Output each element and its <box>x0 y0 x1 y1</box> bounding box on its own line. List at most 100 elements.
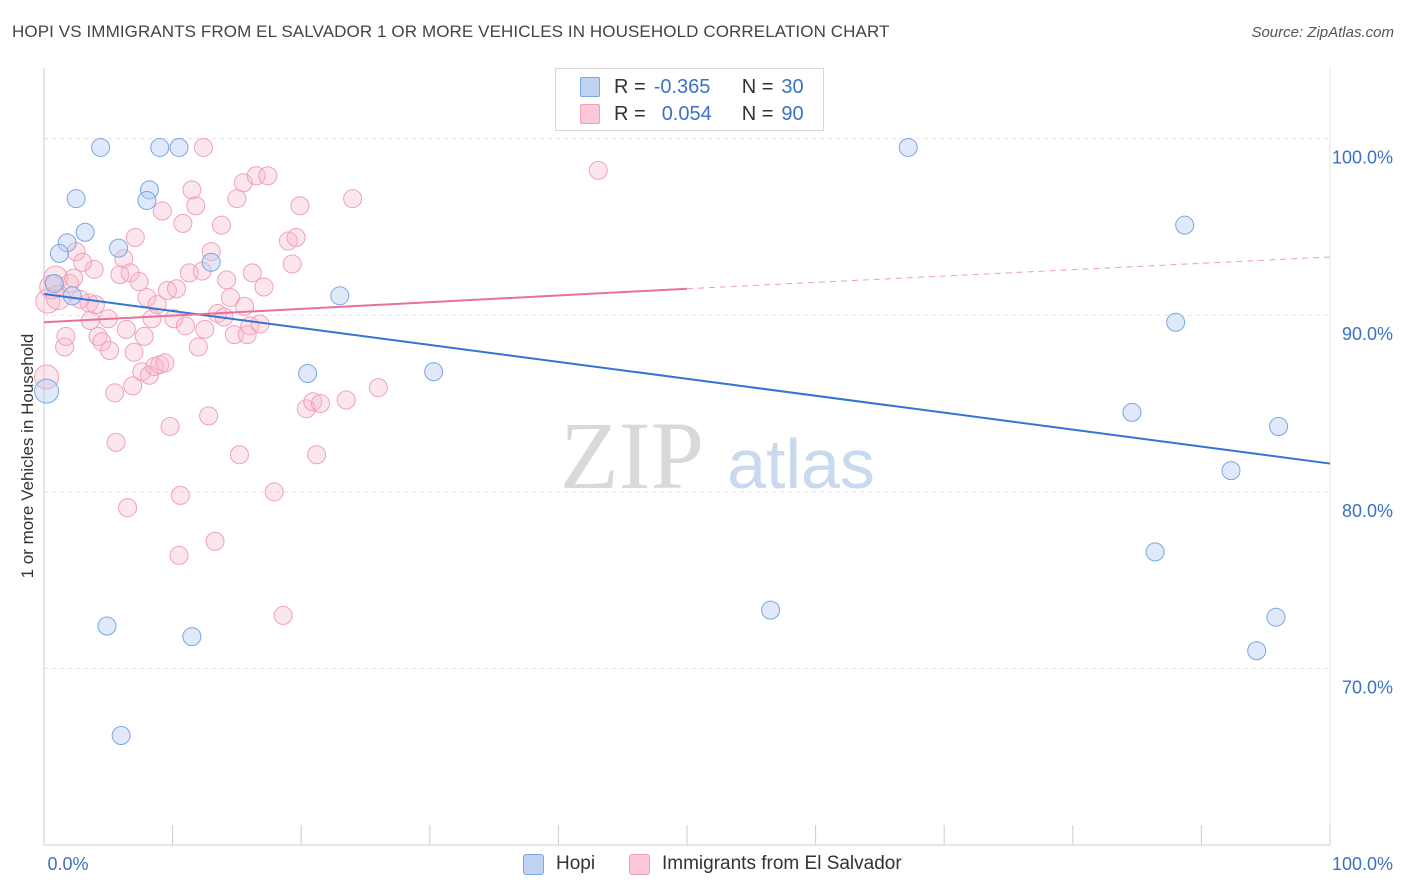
point-el-salvador <box>173 213 193 233</box>
point-el-salvador <box>88 326 108 346</box>
point-el-salvador <box>254 277 274 297</box>
point-hopi <box>34 378 60 404</box>
point-hopi <box>1269 416 1289 436</box>
series-hopi <box>34 137 1289 746</box>
point-el-salvador <box>343 189 363 209</box>
legend-r-value: 0.054 <box>661 102 712 125</box>
point-el-salvador <box>186 196 206 216</box>
trend-line-el-salvador-extension <box>686 256 1331 290</box>
point-el-salvador <box>273 605 293 625</box>
trend-line-hopi <box>43 293 1331 465</box>
point-el-salvador <box>229 445 249 465</box>
point-el-salvador <box>193 137 213 157</box>
bottom-legend-swatch-el-salvador <box>629 853 650 875</box>
legend-n-value: 90 <box>781 102 804 125</box>
tick-labels: 100.0% 90.0% 80.0% 70.0% 0.0% 100.0% <box>47 148 1393 874</box>
point-hopi <box>1221 461 1241 481</box>
point-hopi <box>761 600 781 620</box>
legend-n-label: N = <box>741 75 774 98</box>
point-el-salvador <box>129 272 149 292</box>
y-tick-label: 100.0% <box>1332 148 1393 168</box>
point-hopi <box>169 137 189 157</box>
point-hopi <box>75 222 95 242</box>
watermark: ZIP atlas <box>560 402 875 509</box>
point-el-salvador <box>310 394 330 414</box>
legend-n-label: N = <box>741 102 774 125</box>
point-el-salvador <box>182 180 202 200</box>
legend-n-value: 30 <box>781 75 804 98</box>
point-el-salvador <box>175 316 195 336</box>
legend-swatch-el-salvador <box>580 104 600 124</box>
point-el-salvador <box>242 263 262 283</box>
point-hopi <box>150 137 170 157</box>
watermark-atlas: atlas <box>727 425 875 503</box>
point-el-salvador <box>290 196 310 216</box>
point-hopi <box>201 252 221 272</box>
legend-r-value: -0.365 <box>653 75 711 98</box>
point-el-salvador <box>201 242 221 262</box>
point-hopi <box>182 627 202 647</box>
point-el-salvador <box>160 416 180 436</box>
point-el-salvador <box>55 337 75 357</box>
point-el-salvador <box>34 364 60 390</box>
point-el-salvador <box>60 273 80 293</box>
point-el-salvador <box>124 342 144 362</box>
point-hopi <box>330 286 350 306</box>
point-el-salvador <box>125 228 145 248</box>
point-el-salvador <box>169 545 189 565</box>
bottom-legend-swatch-hopi <box>523 853 544 875</box>
point-el-salvador <box>139 365 159 385</box>
point-el-salvador <box>43 265 69 291</box>
point-el-salvador <box>220 288 240 308</box>
point-el-salvador <box>64 268 84 288</box>
y-tick-label: 80.0% <box>1342 501 1393 521</box>
bottom-legend-label-el-salvador: Immigrants from El Salvador <box>662 853 902 874</box>
point-el-salvador <box>188 337 208 357</box>
point-el-salvador <box>137 288 157 308</box>
y-tick-label: 90.0% <box>1342 324 1393 344</box>
point-el-salvador <box>142 309 162 329</box>
point-el-salvador <box>336 390 356 410</box>
point-hopi <box>1266 607 1286 627</box>
point-el-salvador <box>118 498 138 518</box>
series-immigrants-el-salvador <box>34 137 608 625</box>
watermark-zip: ZIP <box>560 402 704 509</box>
trend-lines <box>43 256 1331 465</box>
point-el-salvador <box>164 309 184 329</box>
point-el-salvador <box>227 189 247 209</box>
point-el-salvador <box>105 383 125 403</box>
point-el-salvador <box>170 485 190 505</box>
point-hopi <box>57 233 77 253</box>
point-el-salvador <box>264 482 284 502</box>
point-el-salvador <box>100 341 120 361</box>
point-el-salvador <box>588 160 608 180</box>
point-el-salvador <box>199 406 219 426</box>
point-hopi <box>62 286 82 306</box>
legend-swatch-hopi <box>580 77 600 97</box>
point-hopi <box>1145 542 1165 562</box>
point-el-salvador <box>286 228 306 248</box>
point-el-salvador <box>123 376 143 396</box>
point-hopi <box>1247 641 1267 661</box>
point-el-salvador <box>134 326 154 346</box>
point-hopi <box>97 616 117 636</box>
x-tick-label: 100.0% <box>1332 854 1393 874</box>
point-hopi <box>91 137 111 157</box>
point-hopi <box>109 238 129 258</box>
point-el-salvador <box>246 166 266 186</box>
axes <box>43 68 1331 846</box>
point-hopi <box>137 190 157 210</box>
point-hopi <box>44 273 64 293</box>
point-el-salvador <box>152 201 172 221</box>
chart-source: Source: ZipAtlas.com <box>1251 24 1394 41</box>
point-hopi <box>66 189 86 209</box>
point-el-salvador <box>217 270 237 290</box>
legend-row-hopi: R = -0.365 N = 30 <box>556 74 804 100</box>
point-hopi <box>49 243 69 263</box>
y-axis-label: 1 or more Vehicles in Household <box>18 333 37 579</box>
point-hopi <box>298 364 318 384</box>
point-el-salvador <box>56 326 76 346</box>
point-el-salvador <box>106 432 126 452</box>
point-hopi <box>1122 402 1142 422</box>
